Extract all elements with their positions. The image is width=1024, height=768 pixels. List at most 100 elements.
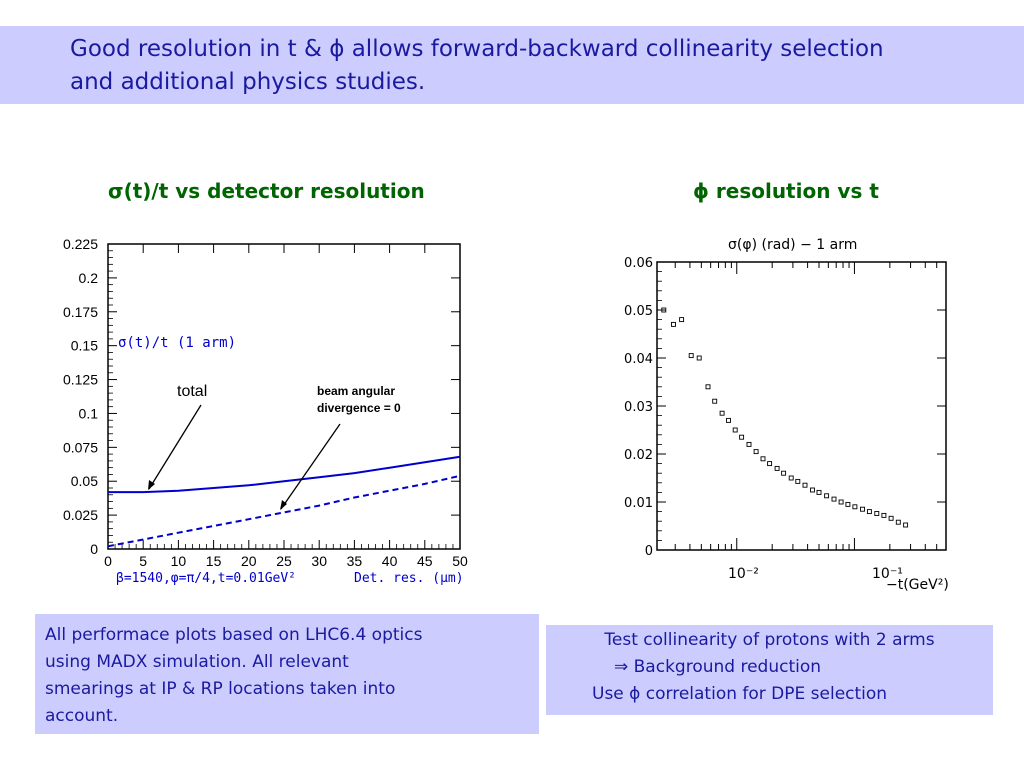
left-y-tick-label: 0 [90, 541, 98, 557]
right-y-tick-label: 0.01 [624, 496, 653, 511]
right-plot-frame [656, 261, 947, 551]
left-x-tick-label: 50 [452, 553, 468, 569]
phi-resolution-point [746, 441, 752, 447]
right-y-tick-label: 0 [645, 544, 653, 559]
phi-resolution-point [781, 470, 787, 476]
phi-resolution-point [753, 449, 759, 455]
left-x-tick-label: 10 [171, 553, 187, 569]
phi-resolution-point [719, 410, 725, 416]
left-y-tick-label: 0.025 [63, 507, 98, 523]
phi-resolution-point [816, 489, 822, 495]
left-x-tick-label: 40 [382, 553, 398, 569]
notes-left-line: account. [45, 706, 119, 726]
header-line-1: Good resolution in t & ϕ allows forward-… [70, 36, 884, 62]
phi-resolution-point [774, 465, 780, 471]
right-y-tick-label: 0.04 [624, 352, 653, 367]
left-y-tick-label: 0.15 [71, 338, 98, 354]
left-chart: 0 5 10 15 20 25 30 35 40 45 50 0 0.025 0.05 0.075 0.1 0.… [63, 236, 468, 586]
phi-resolution-point [767, 461, 773, 467]
left-x-tick-label: 20 [241, 553, 257, 569]
left-y-tick-label: 0.2 [79, 270, 99, 286]
phi-resolution-point [874, 511, 880, 516]
phi-resolution-point [739, 434, 745, 440]
left-chart-title: σ(t)/t vs detector resolution [108, 179, 425, 203]
notes-right-line: Use ϕ correlation for DPE selection [592, 684, 888, 704]
phi-resolution-point [679, 317, 685, 323]
phi-resolution-point [845, 501, 851, 507]
beam-divergence-curve [107, 474, 461, 548]
phi-resolution-point [852, 504, 858, 510]
header-text: Good resolution in t & ϕ allows forward-… [70, 33, 1015, 99]
right-y-tick-label: 0.05 [624, 304, 653, 319]
phi-resolution-point [705, 384, 711, 390]
arrow-total-head [148, 480, 155, 490]
phi-resolution-point [726, 417, 731, 423]
notes-left-line: using MADX simulation. All relevant [45, 652, 349, 672]
right-xtick-label-1: 10⁻² [728, 566, 759, 582]
left-y-tick-label: 0.075 [63, 439, 98, 455]
left-footer-axis: Det. res. (μm) [354, 571, 464, 586]
left-series [107, 455, 461, 548]
right-y-tick-label: 0.02 [624, 448, 653, 463]
notes-left-line: smearings at IP & RP locations taken int… [45, 679, 396, 699]
left-y-tick-label: 0.225 [63, 236, 98, 252]
total-curve [108, 455, 461, 494]
right-inner-title: σ(φ) (rad) − 1 arm [728, 237, 857, 253]
left-y-tick-label: 0.125 [63, 372, 98, 388]
notes-box-right: Test collinearity of protons with 2 arms… [546, 625, 993, 715]
phi-resolution-point [696, 355, 702, 361]
phi-resolution-point [866, 509, 872, 515]
phi-resolution-point [802, 482, 808, 488]
left-x-tick-label: 35 [347, 553, 363, 569]
notes-right-line: Test collinearity of protons with 2 arms [604, 630, 935, 650]
right-y-tick-label: 0.03 [624, 400, 653, 415]
annotation-total: total [177, 383, 207, 400]
left-y-tick-label: 0.175 [63, 304, 98, 320]
phi-resolution-point [881, 512, 887, 518]
arrow-total [148, 404, 202, 490]
phi-resolution-point [732, 427, 738, 433]
left-x-tick-label: 15 [206, 553, 222, 569]
notes-box-left: All performace plots based on LHC6.4 opt… [35, 614, 539, 734]
phi-resolution-point [903, 522, 909, 528]
notes-right-line: ⇒ Background reduction [614, 657, 822, 677]
phi-resolution-point [895, 519, 901, 525]
notes-left-line: All performace plots based on LHC6.4 opt… [45, 625, 423, 645]
phi-resolution-point [671, 321, 676, 327]
right-points [661, 307, 909, 528]
phi-resolution-point [661, 307, 667, 313]
phi-resolution-point [712, 398, 718, 404]
arrow-beam-head [280, 500, 287, 510]
left-ticks: 0 5 10 15 20 25 30 35 40 45 50 0 0.025 0.05 0.075 0.1 0.… [63, 236, 468, 569]
phi-resolution-point [831, 496, 837, 502]
right-ticks: 0 0.01 0.02 0.03 0.04 0.05 0.06 [624, 256, 946, 559]
phi-resolution-point [810, 487, 815, 493]
phi-resolution-point [860, 506, 865, 512]
left-footer-params: β=1540,φ=π/4,t=0.01GeV² [116, 571, 296, 586]
phi-resolution-point [838, 499, 844, 505]
left-x-tick-label: 45 [417, 553, 433, 569]
right-chart-title: ϕ resolution vs t [693, 179, 879, 203]
left-y-tick-label: 0.1 [79, 405, 99, 421]
phi-resolution-point [688, 353, 694, 359]
left-y-tick-label: 0.05 [71, 473, 98, 489]
phi-resolution-point [824, 493, 830, 499]
header-band [0, 26, 1024, 104]
phi-resolution-point [795, 478, 801, 484]
annotation-beam-line2: divergence = 0 [317, 401, 401, 415]
right-x-axis-label: −t(GeV²) [886, 577, 949, 593]
left-x-tick-label: 5 [139, 553, 147, 569]
phi-resolution-point [888, 515, 894, 521]
phi-resolution-point [788, 475, 794, 481]
left-x-tick-label: 30 [311, 553, 327, 569]
annotation-beam-line1: beam angular [317, 384, 395, 398]
header-line-2: and additional physics studies. [70, 69, 426, 95]
right-xtick-label-2: 10⁻¹ [872, 566, 903, 582]
left-x-tick-label: 25 [276, 553, 292, 569]
right-y-tick-label: 0.06 [624, 256, 653, 271]
right-chart: σ(φ) (rad) − 1 arm 0 0.01 0.02 0.03 0.04 0.05… [624, 237, 949, 593]
left-inner-label: σ(t)/t (1 arm) [118, 335, 236, 351]
phi-resolution-point [760, 456, 766, 462]
left-x-tick-label: 0 [104, 553, 112, 569]
